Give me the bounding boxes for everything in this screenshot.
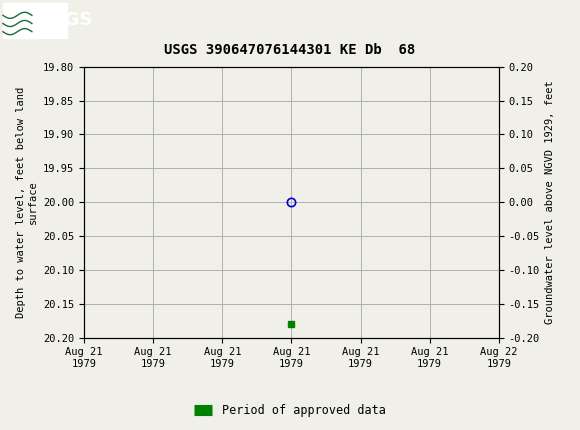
Text: USGS 390647076144301 KE Db  68: USGS 390647076144301 KE Db 68 [164, 43, 416, 57]
Y-axis label: Groundwater level above NGVD 1929, feet: Groundwater level above NGVD 1929, feet [545, 80, 555, 324]
Text: USGS: USGS [38, 12, 93, 29]
Legend: Period of approved data: Period of approved data [190, 399, 390, 422]
Y-axis label: Depth to water level, feet below land
surface: Depth to water level, feet below land su… [16, 86, 38, 318]
Bar [3, 3, 67, 37]
